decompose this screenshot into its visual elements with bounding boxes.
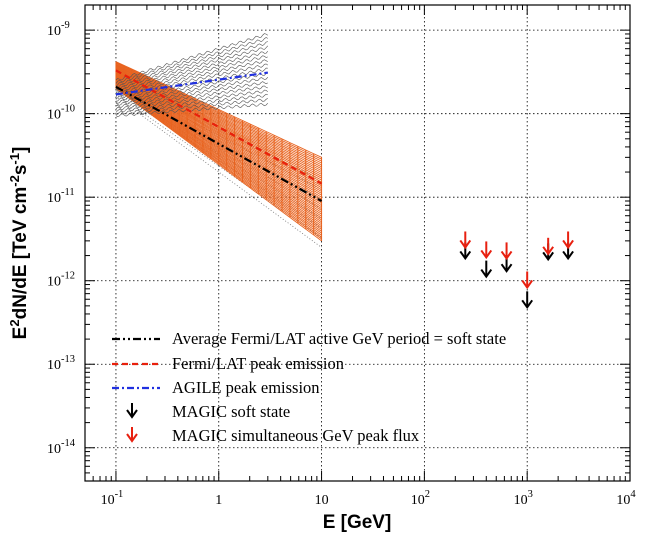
band-horizontal-hatch xyxy=(115,85,322,234)
x-tick-label: 10 xyxy=(315,493,329,508)
x-tick-label: 103 xyxy=(514,489,533,508)
band-wavy-line xyxy=(115,41,268,87)
band-horizontal-hatch xyxy=(115,76,322,206)
band-horizontal-hatch xyxy=(115,61,322,158)
legend: Average Fermi/LAT active GeV period = so… xyxy=(112,329,506,445)
band-wavy-line xyxy=(115,76,269,104)
grid-lines xyxy=(85,5,630,481)
band-horizontal-hatch xyxy=(115,85,322,232)
y-tick-label: 10-11 xyxy=(47,187,75,206)
axis-tick-labels: 10-1 1 10 102 103 10410-1410-1310-1210-1110-1… xyxy=(47,20,636,508)
band-horizontal-hatch xyxy=(115,87,322,240)
x-tick-label: 10-1 xyxy=(101,489,124,508)
band-horizontal-hatch xyxy=(115,78,322,211)
plot-frame xyxy=(84,4,631,482)
band-wavy-line xyxy=(115,33,268,81)
upper-limit-marker xyxy=(521,291,534,310)
arrow-head xyxy=(126,409,138,419)
axis-ticks xyxy=(84,4,631,482)
band-horizontal-hatch xyxy=(115,63,322,166)
x-tick-label: 102 xyxy=(411,489,430,508)
plot-background xyxy=(85,5,630,481)
legend-label: MAGIC soft state xyxy=(172,402,290,421)
upper-limit-marker xyxy=(459,231,472,250)
band-wavy-line xyxy=(115,85,268,108)
band-horizontal-hatch xyxy=(115,79,322,215)
band-horizontal-hatch xyxy=(115,72,322,192)
band-horizontal-hatch xyxy=(115,61,322,160)
x-tick-label: 104 xyxy=(616,489,636,508)
legend-arrow-swatch xyxy=(126,403,138,419)
band-wavy-line xyxy=(115,93,268,113)
arrow-head xyxy=(459,250,472,261)
band-horizontal-hatch xyxy=(115,71,322,189)
upper-limit-marker xyxy=(521,271,534,290)
upper-limit-marker xyxy=(480,241,493,260)
legend-arrow-swatch xyxy=(126,427,138,443)
band-wavy-line xyxy=(115,98,268,115)
x-tick-label: 1 xyxy=(215,493,222,508)
upper-limit-marker xyxy=(562,231,574,250)
band-horizontal-hatch xyxy=(115,80,322,217)
band-horizontal-hatch xyxy=(115,67,322,177)
legend-label: AGILE peak emission xyxy=(172,378,320,397)
arrow-head xyxy=(562,239,574,250)
arrow-head xyxy=(500,263,513,273)
y-tick-label: 10-13 xyxy=(47,354,75,373)
arrow-head xyxy=(500,250,513,261)
legend-label: MAGIC simultaneous GeV peak flux xyxy=(172,426,420,445)
upper-limit-marker xyxy=(542,237,554,256)
band-horizontal-hatch xyxy=(115,86,322,238)
band-horizontal-hatch xyxy=(115,69,322,183)
band-horizontal-hatch xyxy=(115,75,322,202)
band-horizontal-hatch xyxy=(115,67,322,179)
band-horizontal-hatch xyxy=(115,64,322,170)
y-tick-label: 10-9 xyxy=(47,20,70,39)
x-axis-label: E [GeV] xyxy=(323,512,392,533)
y-axis-label: E2dN/dE [TeV cm-2s-1] xyxy=(7,147,31,340)
band-wavy-line xyxy=(115,37,268,84)
band-horizontal-hatch xyxy=(115,68,322,181)
band-wavy-line xyxy=(115,71,268,102)
arrow-head xyxy=(480,249,493,260)
band-horizontal-hatch xyxy=(115,83,322,228)
band-wavy-line xyxy=(115,102,269,118)
band-wavy-line xyxy=(115,45,269,89)
arrow-head xyxy=(521,299,534,310)
band-horizontal-hatch xyxy=(115,72,322,194)
series-lines xyxy=(115,69,323,202)
band-horizontal-hatch xyxy=(115,73,322,196)
y-tick-label: 10-12 xyxy=(47,271,75,290)
band-horizontal-hatch xyxy=(115,66,322,173)
band-wavy-line xyxy=(115,55,268,93)
upper-limit-marker xyxy=(480,260,493,279)
arrow-head xyxy=(542,246,554,256)
arrow-head xyxy=(542,251,554,262)
arrow-head xyxy=(480,269,493,279)
series-line xyxy=(115,69,323,185)
band-horizontal-hatch xyxy=(115,82,322,223)
band-dotted-line xyxy=(115,96,322,248)
legend-label: Average Fermi/LAT active GeV period = so… xyxy=(172,329,506,348)
upper-limit-arrows xyxy=(459,231,574,310)
y-tick-label: 10-14 xyxy=(47,438,76,457)
band-wavy-line xyxy=(115,59,268,95)
arrow-head xyxy=(126,433,138,443)
band-horizontal-hatch xyxy=(115,74,322,200)
arrow-head xyxy=(521,279,534,290)
y-tick-label: 10-10 xyxy=(47,104,75,123)
series-line xyxy=(115,85,323,202)
band-horizontal-hatch xyxy=(115,84,322,230)
band-horizontal-hatch xyxy=(115,62,322,164)
upper-limit-marker xyxy=(500,242,513,261)
arrow-head xyxy=(459,239,472,250)
band-horizontal-hatch xyxy=(115,82,322,225)
band-wavy-line xyxy=(115,89,268,110)
legend-label: Fermi/LAT peak emission xyxy=(172,354,344,373)
arrow-head xyxy=(562,250,574,261)
series-line xyxy=(115,71,268,96)
band-wavy-line xyxy=(115,51,269,91)
